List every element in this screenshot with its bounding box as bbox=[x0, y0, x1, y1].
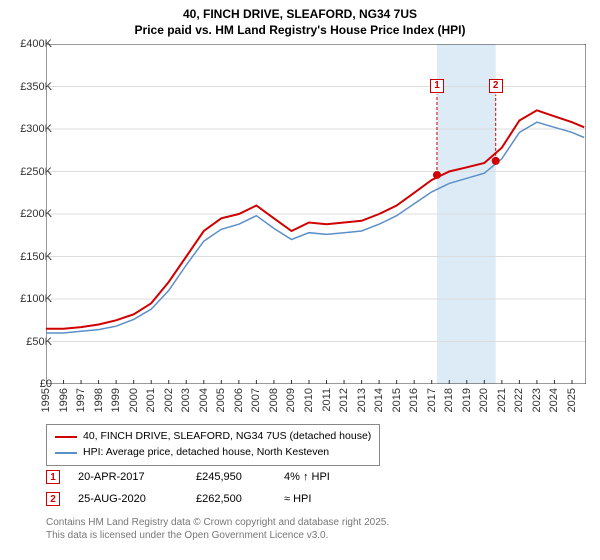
x-tick-label: 2016 bbox=[408, 388, 420, 412]
x-tick-label: 1998 bbox=[93, 388, 105, 412]
y-tick-label: £150K bbox=[20, 251, 52, 263]
x-tick-label: 2009 bbox=[285, 388, 297, 412]
sale-delta: ≈ HPI bbox=[284, 493, 311, 505]
footnote: Contains HM Land Registry data © Crown c… bbox=[46, 516, 389, 542]
y-tick-label: £400K bbox=[20, 38, 52, 50]
y-tick-label: £200K bbox=[20, 208, 52, 220]
x-tick-label: 2018 bbox=[443, 388, 455, 412]
sale-date: 25-AUG-2020 bbox=[78, 493, 178, 505]
x-tick-label: 2020 bbox=[478, 388, 490, 412]
x-tick-label: 2011 bbox=[321, 388, 333, 412]
sale-price: £245,950 bbox=[196, 471, 266, 483]
x-tick-label: 2003 bbox=[180, 388, 192, 412]
title-line-1: 40, FINCH DRIVE, SLEAFORD, NG34 7US bbox=[0, 6, 600, 22]
sales-table: 1 20-APR-2017 £245,950 4% ↑ HPI 2 25-AUG… bbox=[46, 466, 330, 510]
legend-swatch bbox=[55, 452, 77, 454]
chart-titles: 40, FINCH DRIVE, SLEAFORD, NG34 7US Pric… bbox=[0, 0, 600, 38]
x-tick-label: 1996 bbox=[58, 388, 70, 412]
x-tick-label: 2024 bbox=[548, 388, 560, 412]
x-tick-label: 2019 bbox=[461, 388, 473, 412]
x-tick-label: 2013 bbox=[356, 388, 368, 412]
x-tick-label: 2025 bbox=[566, 388, 578, 412]
legend-row: 40, FINCH DRIVE, SLEAFORD, NG34 7US (det… bbox=[55, 429, 371, 445]
legend-label: HPI: Average price, detached house, Nort… bbox=[83, 445, 329, 461]
sale-badge: 1 bbox=[46, 470, 60, 484]
sale-callout: 1 bbox=[430, 79, 444, 93]
y-tick-label: £300K bbox=[20, 123, 52, 135]
x-tick-label: 1997 bbox=[75, 388, 87, 412]
sale-badge: 2 bbox=[46, 492, 60, 506]
chart-container: 40, FINCH DRIVE, SLEAFORD, NG34 7US Pric… bbox=[0, 0, 600, 560]
sale-price: £262,500 bbox=[196, 493, 266, 505]
x-tick-label: 2005 bbox=[215, 388, 227, 412]
x-tick-label: 2012 bbox=[338, 388, 350, 412]
footnote-line-1: Contains HM Land Registry data © Crown c… bbox=[46, 516, 389, 529]
x-tick-label: 2004 bbox=[198, 388, 210, 412]
x-tick-label: 2008 bbox=[268, 388, 280, 412]
legend-swatch bbox=[55, 436, 77, 438]
y-tick-label: £100K bbox=[20, 293, 52, 305]
x-tick-label: 2017 bbox=[426, 388, 438, 412]
x-tick-label: 2010 bbox=[303, 388, 315, 412]
sale-row: 1 20-APR-2017 £245,950 4% ↑ HPI bbox=[46, 466, 330, 488]
x-tick-label: 1999 bbox=[110, 388, 122, 412]
x-tick-label: 1995 bbox=[40, 388, 52, 412]
legend-row: HPI: Average price, detached house, Nort… bbox=[55, 445, 371, 461]
x-tick-label: 2021 bbox=[496, 388, 508, 412]
x-tick-label: 2006 bbox=[233, 388, 245, 412]
x-tick-label: 2023 bbox=[531, 388, 543, 412]
x-tick-label: 2022 bbox=[513, 388, 525, 412]
y-tick-label: £250K bbox=[20, 166, 52, 178]
x-tick-label: 2001 bbox=[145, 388, 157, 412]
title-line-2: Price paid vs. HM Land Registry's House … bbox=[0, 22, 600, 38]
plot-svg bbox=[46, 44, 586, 384]
sale-row: 2 25-AUG-2020 £262,500 ≈ HPI bbox=[46, 488, 330, 510]
x-tick-label: 2002 bbox=[163, 388, 175, 412]
plot-area bbox=[46, 44, 586, 384]
legend-label: 40, FINCH DRIVE, SLEAFORD, NG34 7US (det… bbox=[83, 429, 371, 445]
y-tick-label: £50K bbox=[26, 336, 52, 348]
legend: 40, FINCH DRIVE, SLEAFORD, NG34 7US (det… bbox=[46, 424, 380, 466]
sale-callout: 2 bbox=[489, 79, 503, 93]
x-tick-label: 2015 bbox=[391, 388, 403, 412]
x-tick-label: 2007 bbox=[250, 388, 262, 412]
footnote-line-2: This data is licensed under the Open Gov… bbox=[46, 529, 389, 542]
y-tick-label: £350K bbox=[20, 81, 52, 93]
x-tick-label: 2000 bbox=[128, 388, 140, 412]
x-tick-label: 2014 bbox=[373, 388, 385, 412]
sale-delta: 4% ↑ HPI bbox=[284, 471, 330, 483]
sale-date: 20-APR-2017 bbox=[78, 471, 178, 483]
